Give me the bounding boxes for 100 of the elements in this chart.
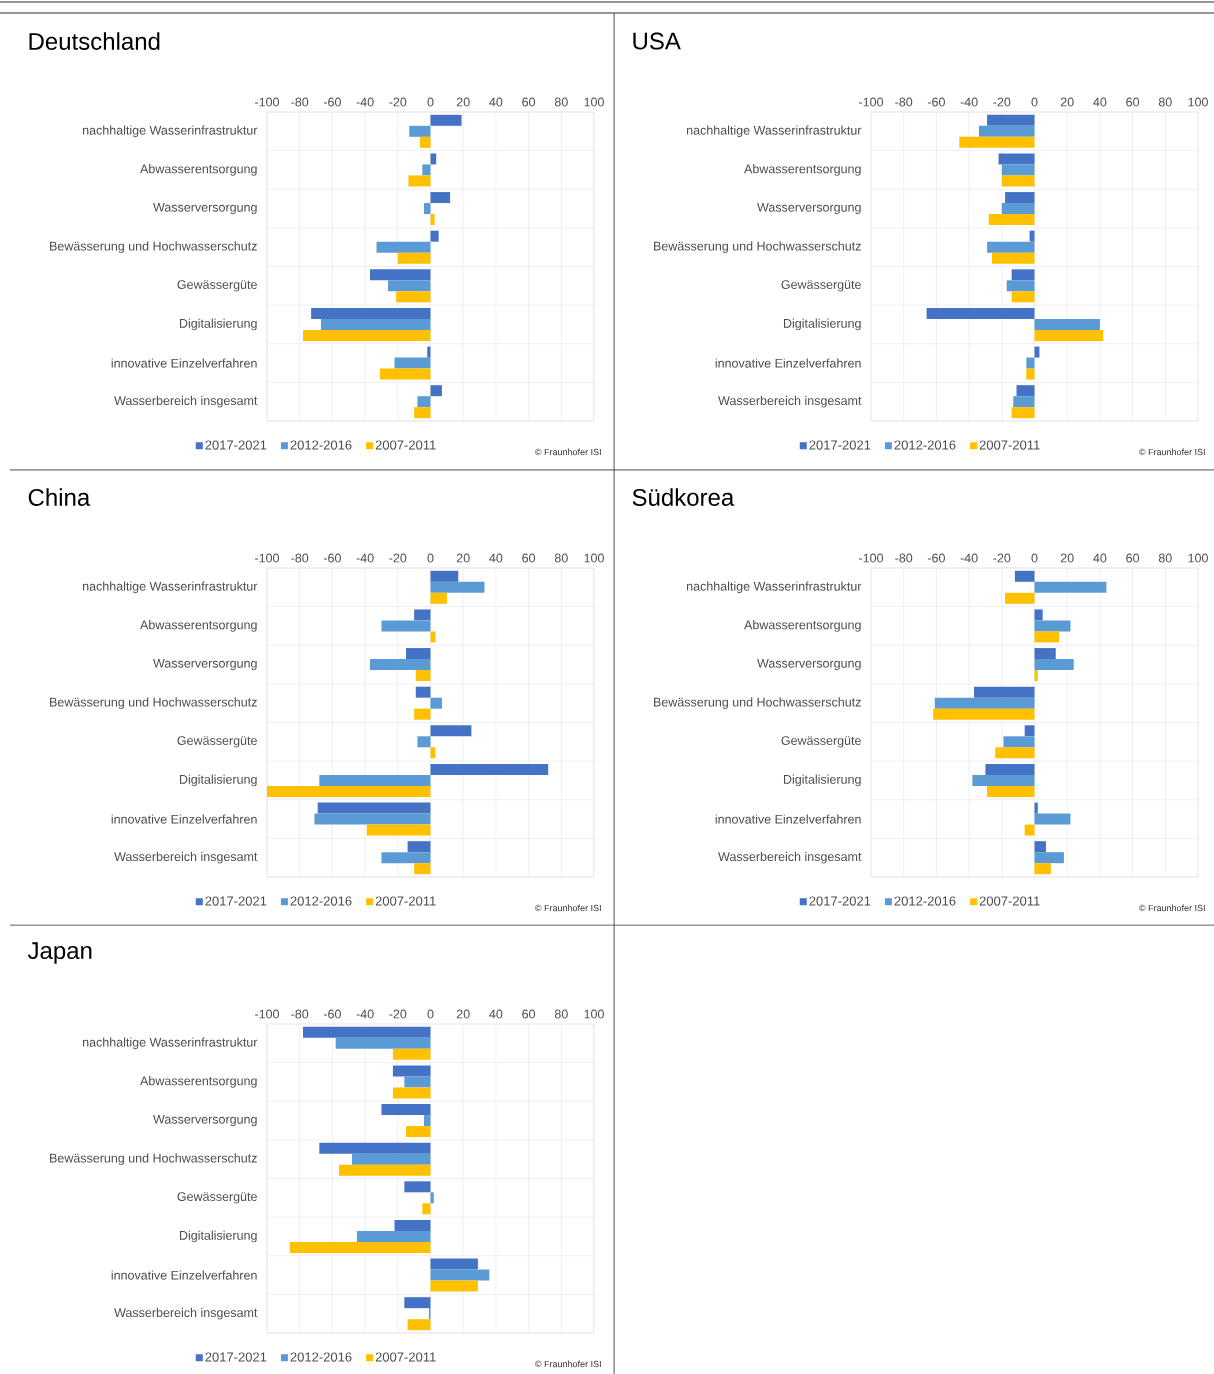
y-tick-label: Bewässerung und Hochwasserschutz [654,241,861,253]
bar [430,230,439,242]
x-tick-label: 40 [1093,553,1107,563]
y-tick-label: Abwasserentsorgung [744,620,861,632]
bar [338,1164,431,1176]
bar [414,609,431,621]
bar [404,1297,431,1309]
bar [430,747,436,759]
y-tick-label: Wasserversorgung [153,658,257,671]
y-tick-label: nachhaltige Wasserinfrastruktur [686,581,862,594]
bar [1001,164,1035,176]
y-tick-label: Gewässergüte [781,736,861,748]
bar [422,164,431,176]
legend-label: 2017-2021 [205,440,267,450]
y-tick-label: Abwasserentsorgung [140,1076,257,1088]
bar [1005,192,1035,204]
bar [430,214,435,226]
bar [414,708,431,720]
bar [381,1104,431,1116]
y-tick-label: Bewässerung und Hochwasserschutz [50,241,257,253]
bar [1034,318,1100,330]
x-tick-label: -80 [291,97,309,107]
x-tick-label: 60 [1126,553,1140,563]
x-tick-label: 80 [554,1009,568,1019]
bar [392,1048,431,1060]
bar [394,357,431,369]
bar [1026,368,1035,380]
x-tick-label: -100 [255,553,280,563]
bar [417,736,431,748]
bar [959,136,1035,148]
x-tick-label: 80 [554,553,568,563]
bar [404,1076,431,1088]
bar [1034,841,1046,853]
y-tick-label: Wasserbereich insgesamt [114,1307,258,1320]
y-tick-label: Gewässergüte [177,1192,257,1204]
bar [366,824,431,836]
x-tick-label: -100 [859,97,884,107]
bar [430,1192,434,1204]
x-tick-label: -20 [993,97,1011,107]
x-tick-label: -60 [323,97,341,107]
bar [317,802,431,814]
bar [370,659,431,671]
bar [933,708,1035,720]
x-tick-label: 100 [1188,97,1208,107]
x-tick-label: -100 [859,553,884,563]
bar [1005,592,1035,604]
bar [397,252,431,264]
bar [430,725,472,737]
bar [407,841,431,853]
bar [978,125,1035,137]
bar [1024,824,1035,836]
bar [987,785,1035,797]
y-tick-label: Abwasserentsorgung [140,620,257,632]
x-tick-label: 20 [456,97,470,107]
bar [394,1219,431,1231]
x-tick-label: -20 [389,1009,407,1019]
x-tick-label: -80 [895,553,913,563]
bar [430,1280,478,1292]
y-tick-label: nachhaltige Wasserinfrastruktur [686,125,862,138]
bar [356,1230,431,1242]
bar [1034,813,1071,825]
x-tick-label: -80 [895,97,913,107]
text: © Fraunhofer ISI [535,904,601,912]
legend-label: 2017-2021 [809,440,871,450]
x-tick-label: 0 [1031,553,1038,563]
legend-label: 2017-2021 [205,896,267,906]
x-tick-label: 0 [427,1009,434,1019]
x-tick-label: 20 [1060,553,1074,563]
x-tick-label: -100 [255,1009,280,1019]
y-tick-label: Wasserversorgung [757,202,861,215]
bar [408,175,431,187]
y-tick-label: Gewässergüte [781,280,861,292]
y-tick-label: Bewässerung und Hochwasserschutz [50,697,257,709]
bar [1001,203,1035,215]
bar [392,1065,431,1077]
x-tick-label: -20 [389,553,407,563]
bar [988,214,1035,226]
bar [1034,852,1064,864]
bar [319,774,431,786]
bar [387,280,431,292]
bar [430,570,459,582]
y-tick-label: Wasserversorgung [153,202,257,215]
bar [974,686,1035,698]
bar [409,125,431,137]
bar [302,1026,431,1038]
bar [430,114,462,126]
text: USA [633,32,681,50]
bar [430,763,549,775]
legend-label: 2017-2021 [205,1352,267,1362]
x-tick-label: 40 [489,97,503,107]
bar [995,747,1035,759]
bar [396,291,431,303]
x-tick-label: 60 [1126,97,1140,107]
bar [415,686,431,698]
bar [926,307,1035,319]
bar [311,307,431,319]
legend-label: 2007-2011 [375,440,436,450]
x-tick-label: -40 [356,97,374,107]
bar [985,763,1035,775]
legend-label: 2007-2011 [979,440,1040,450]
